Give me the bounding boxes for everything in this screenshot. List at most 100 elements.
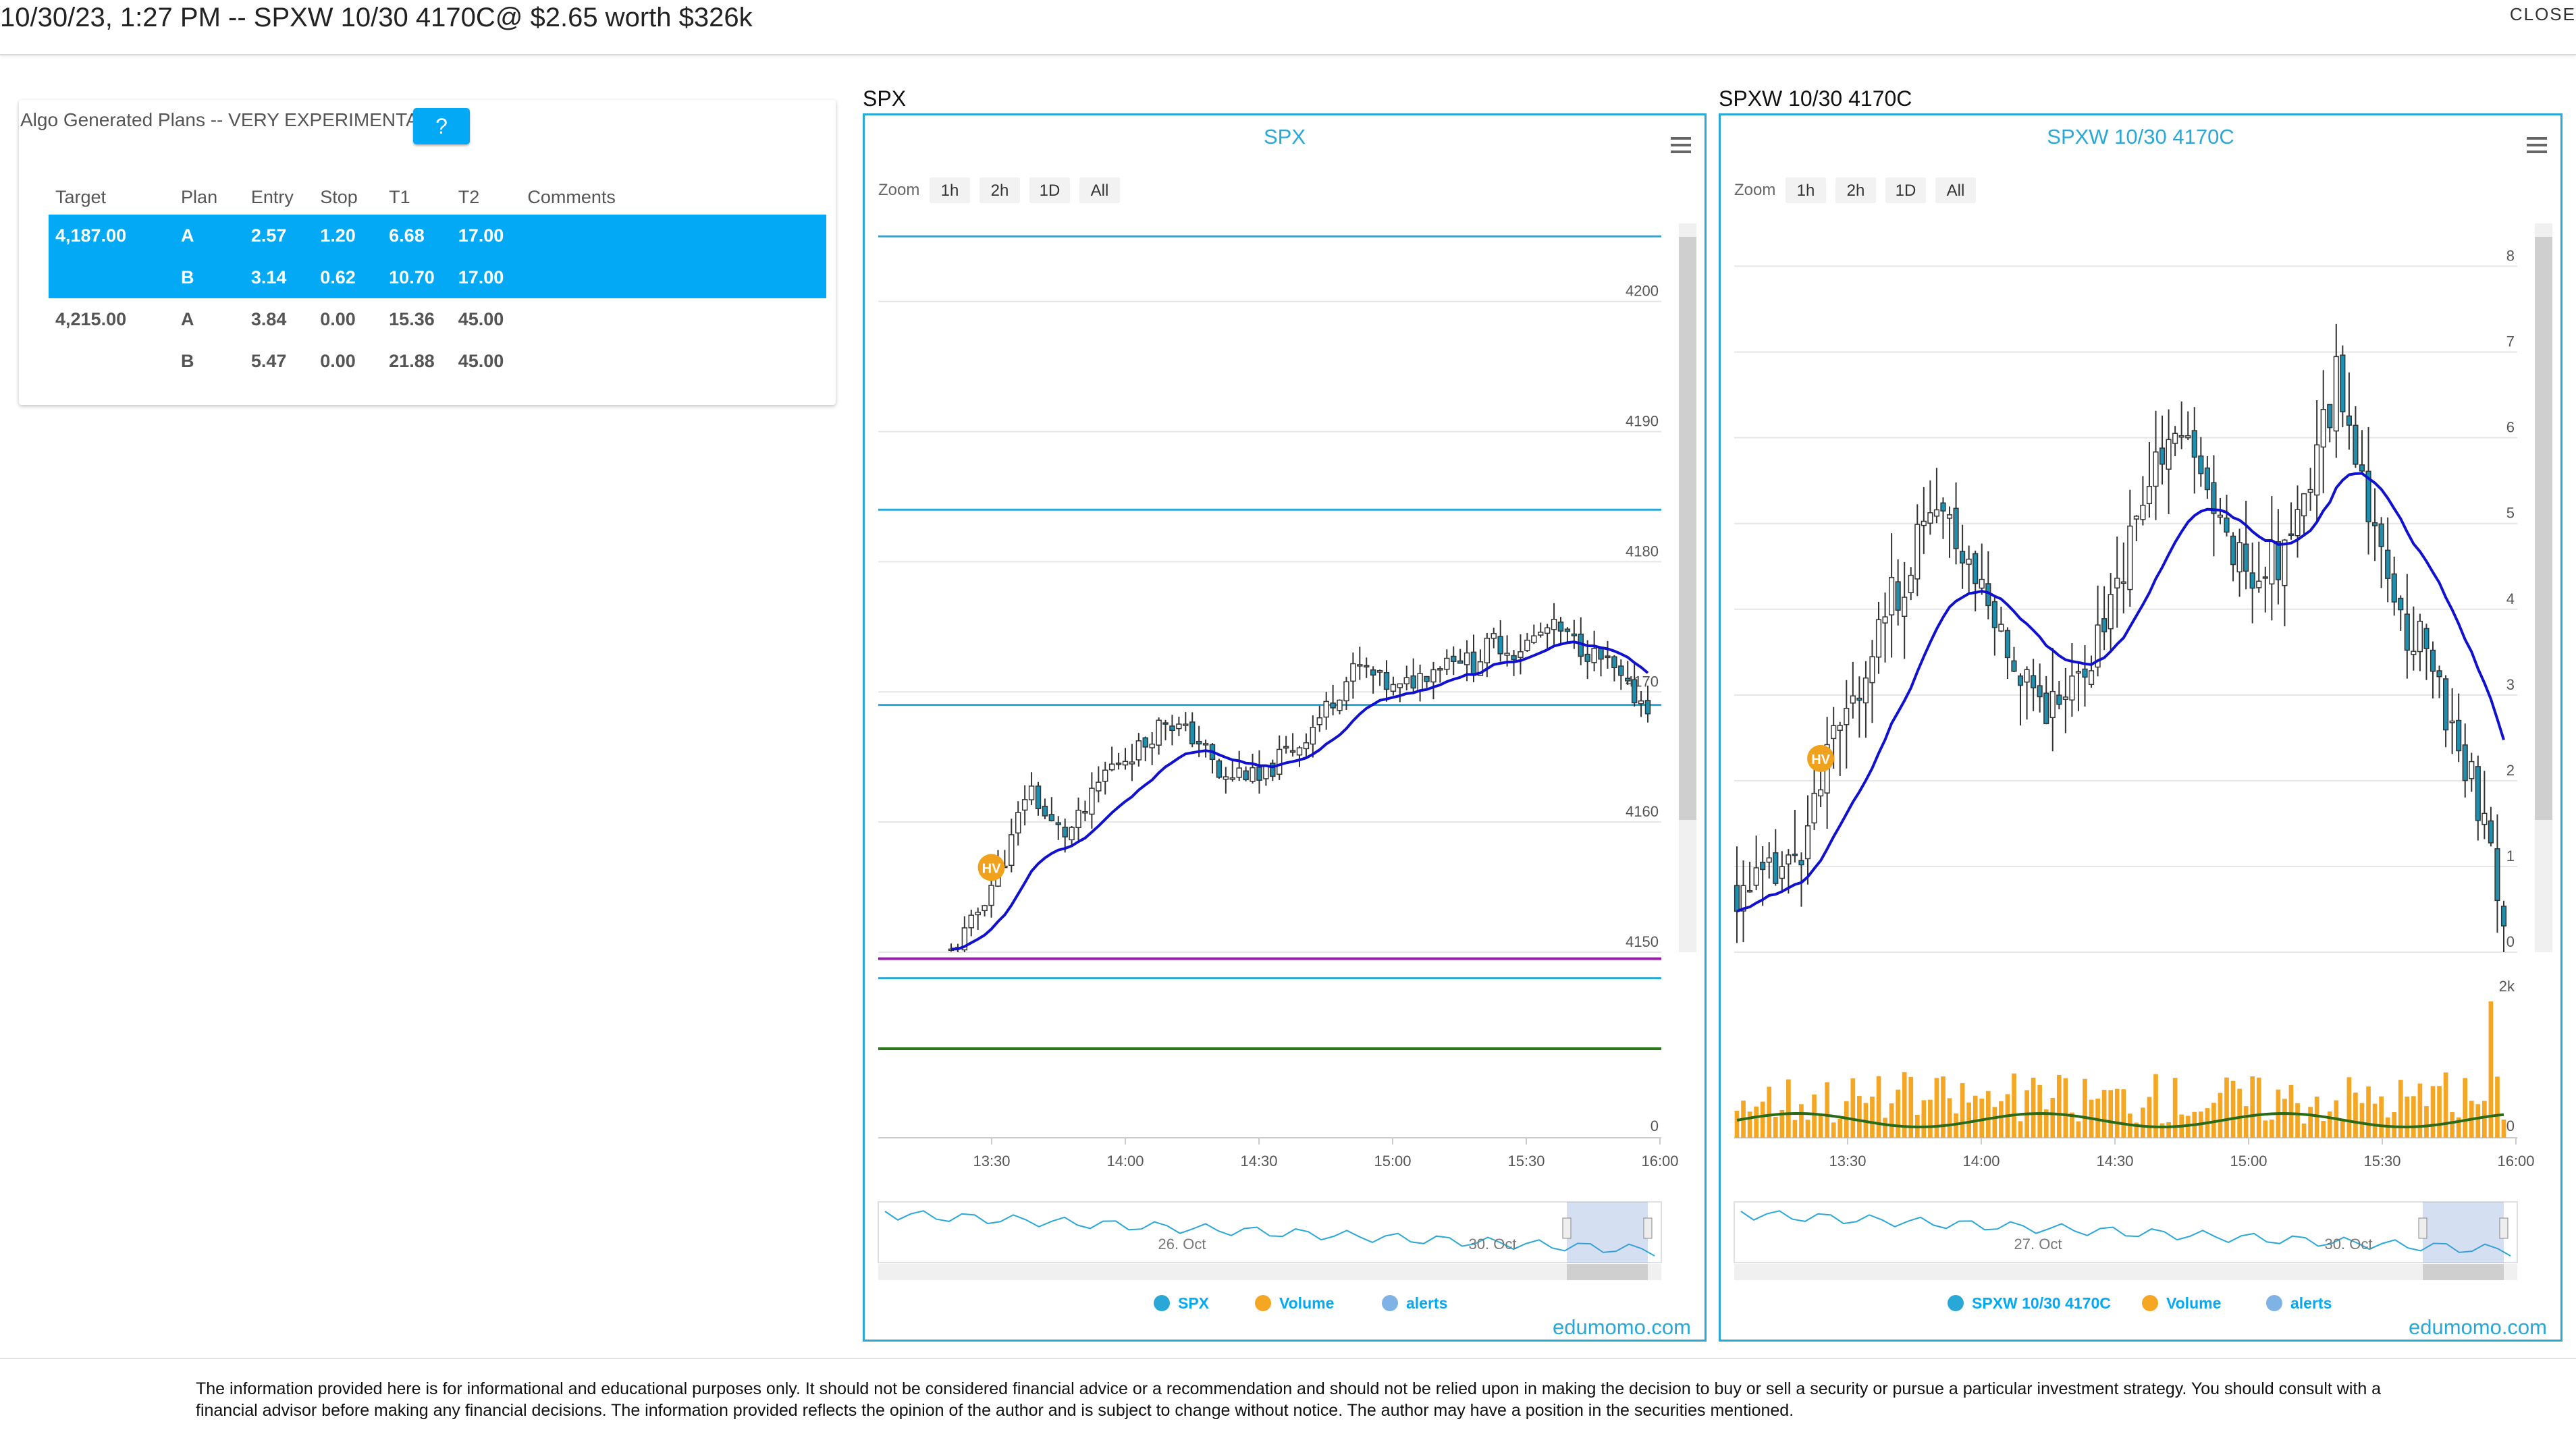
y-tick-label: 1	[2506, 848, 2515, 864]
candle-body	[1511, 655, 1517, 661]
plan-row[interactable]: B 5.47 0.00 21.88 45.00	[49, 340, 826, 382]
chart-title: SPX	[1264, 125, 1306, 148]
candle-body	[2049, 690, 2056, 719]
candle-body	[1538, 632, 1544, 636]
candle-body	[1069, 827, 1075, 841]
col-stop: Stop	[320, 186, 358, 207]
volume-bar	[2301, 1123, 2307, 1138]
candle-body	[1343, 681, 1349, 702]
volume-bar	[1947, 1098, 1952, 1138]
candle-body	[1189, 721, 1196, 744]
candle-body	[1557, 622, 1564, 632]
spxw-chart-panel: SPXW 10/30 4170C Zoom 1h 2h 1D All 0 1 2 3 4 5 6 7 8 HV…	[1719, 113, 2562, 1342]
x-tick-label: 14:30	[2096, 1153, 2133, 1169]
help-button[interactable]: ?	[413, 108, 470, 144]
candle-body	[961, 927, 968, 951]
zoom-button-label: 2h	[991, 182, 1009, 200]
volume-bar	[1734, 1110, 1740, 1138]
credit-link: edumomo.com	[2409, 1315, 2547, 1339]
plan-row[interactable]: 4,187.00 A 2.57 1.20 6.68 17.00	[49, 215, 826, 256]
candle-body	[1753, 867, 1759, 886]
zoom-button-bg	[1786, 177, 1826, 203]
candle-body	[2327, 404, 2333, 429]
volume-bar	[2424, 1106, 2429, 1138]
zoom-button-1h[interactable]: 1h	[1786, 177, 1826, 203]
spxw-chart[interactable]: SPXW 10/30 4170C Zoom 1h 2h 1D All 0 1 2 3 4 5 6 7 8 HV…	[1721, 115, 2560, 1340]
candle-body	[1169, 725, 1175, 732]
zoom-button-1d[interactable]: 1D	[1029, 177, 1070, 203]
hv-badge-label: HV	[1811, 752, 1830, 767]
navigator-label: 30. Oct	[1469, 1236, 1517, 1252]
plan-row[interactable]: 4,215.00 A 3.84 0.00 15.36 45.00	[49, 298, 826, 340]
zoom-button-label: 2h	[1847, 182, 1865, 200]
candle-body	[2436, 670, 2442, 678]
x-tick-label: 16:00	[2497, 1153, 2534, 1169]
candle-body	[2475, 766, 2481, 821]
candle-body	[1869, 656, 1875, 684]
legend-marker	[1382, 1295, 1398, 1311]
zoom-button-1h[interactable]: 1h	[930, 177, 970, 203]
plan-cell-comments	[520, 340, 826, 382]
candle-body	[1605, 655, 1611, 659]
candle-body	[2462, 744, 2468, 781]
spx-chart-panel: SPX Zoom 1h 2h 1D All 4150 4160 4170 4180 4190 4200…	[863, 113, 1707, 1342]
plan-cell-entry: 3.84	[250, 308, 287, 329]
volume-bar	[2224, 1077, 2229, 1138]
plan-cell-comments	[520, 215, 826, 256]
candle-body	[2204, 467, 2210, 491]
plan-cell-stop: 0.00	[320, 350, 356, 371]
volume-bar	[1966, 1102, 1972, 1138]
zoom-button-2h[interactable]: 2h	[980, 177, 1020, 203]
candle-body	[1544, 627, 1551, 634]
navigator-series	[1740, 1210, 2511, 1257]
candle-body	[1779, 866, 1785, 879]
volume-bar	[2076, 1121, 2081, 1138]
candle-body	[1270, 763, 1276, 777]
hamburger-menu-icon[interactable]	[1671, 137, 1691, 153]
candle-body	[1792, 853, 1798, 856]
volume-bar	[2050, 1097, 2056, 1138]
volume-bar	[1818, 1114, 1823, 1138]
volume-bar	[1889, 1103, 1894, 1138]
volume-bar	[2372, 1103, 2378, 1138]
candle-body	[1383, 671, 1390, 690]
candle-body	[1504, 653, 1510, 656]
candle-body	[1966, 558, 1972, 565]
candle-body	[2133, 516, 2139, 520]
zoom-button-1d[interactable]: 1D	[1885, 177, 1926, 203]
x-tick-label: 15:30	[1507, 1153, 1545, 1169]
volume-bar	[2141, 1107, 2145, 1138]
zoom-button-all[interactable]: All	[1079, 177, 1120, 203]
hamburger-menu-icon[interactable]	[2527, 137, 2547, 153]
x-tick-label: 15:30	[2363, 1153, 2400, 1169]
candle-body	[1357, 664, 1363, 667]
zoom-button-all[interactable]: All	[1935, 177, 1976, 203]
candle-body	[2295, 509, 2301, 536]
plan-row[interactable]: B 3.14 0.62 10.70 17.00	[49, 256, 826, 298]
volume-bar	[2482, 1101, 2487, 1138]
candle-body	[1531, 635, 1537, 643]
algo-plans-card: Algo Generated Plans -- VERY EXPERIMENTA…	[19, 100, 836, 405]
volume-bar	[1883, 1118, 1887, 1138]
col-target: Target	[55, 186, 107, 207]
candle-body	[1591, 648, 1597, 663]
candle-body	[2288, 533, 2295, 536]
volume-bar	[2450, 1111, 2454, 1138]
zoom-button-2h[interactable]: 2h	[1835, 177, 1876, 203]
candle-body	[1908, 574, 1914, 593]
spx-chart[interactable]: SPX Zoom 1h 2h 1D All 4150 4160 4170 4180 4190 4200…	[865, 115, 1705, 1340]
candle-body	[1337, 699, 1343, 711]
plan-cell-target	[49, 340, 174, 382]
candle-body	[1921, 520, 1927, 526]
volume-bar	[2288, 1084, 2294, 1138]
y-tick-label: 5	[2506, 505, 2515, 522]
zoom-button-bg	[930, 177, 970, 203]
close-button[interactable]: CLOSE	[2509, 4, 2576, 24]
volume-bar	[2411, 1096, 2416, 1138]
candle-body	[2269, 540, 2275, 585]
x-tick-label: 14:30	[1240, 1153, 1277, 1169]
candle-body	[2488, 820, 2494, 844]
volume-bar	[1754, 1106, 1759, 1138]
zoom-label: Zoom	[1734, 181, 1775, 199]
candle-body	[1202, 743, 1209, 746]
